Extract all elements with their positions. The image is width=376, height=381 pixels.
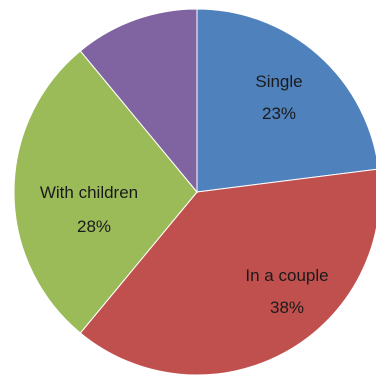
pie-slice-unlabeled xyxy=(79,8,198,194)
slice-value-single: 23% xyxy=(262,104,296,123)
pie-slice-in-a-couple xyxy=(79,168,376,376)
slice-label-with-children: With children xyxy=(40,183,138,202)
pie-slice-single xyxy=(196,8,376,193)
slice-value-in-a-couple: 38% xyxy=(270,298,304,317)
slice-label-single: Single xyxy=(255,72,302,91)
slice-label-in-a-couple: In a couple xyxy=(245,266,328,285)
pie-slice-with-children xyxy=(13,50,198,334)
pie-slices xyxy=(13,8,376,376)
slice-value-with-children: 28% xyxy=(77,217,111,236)
